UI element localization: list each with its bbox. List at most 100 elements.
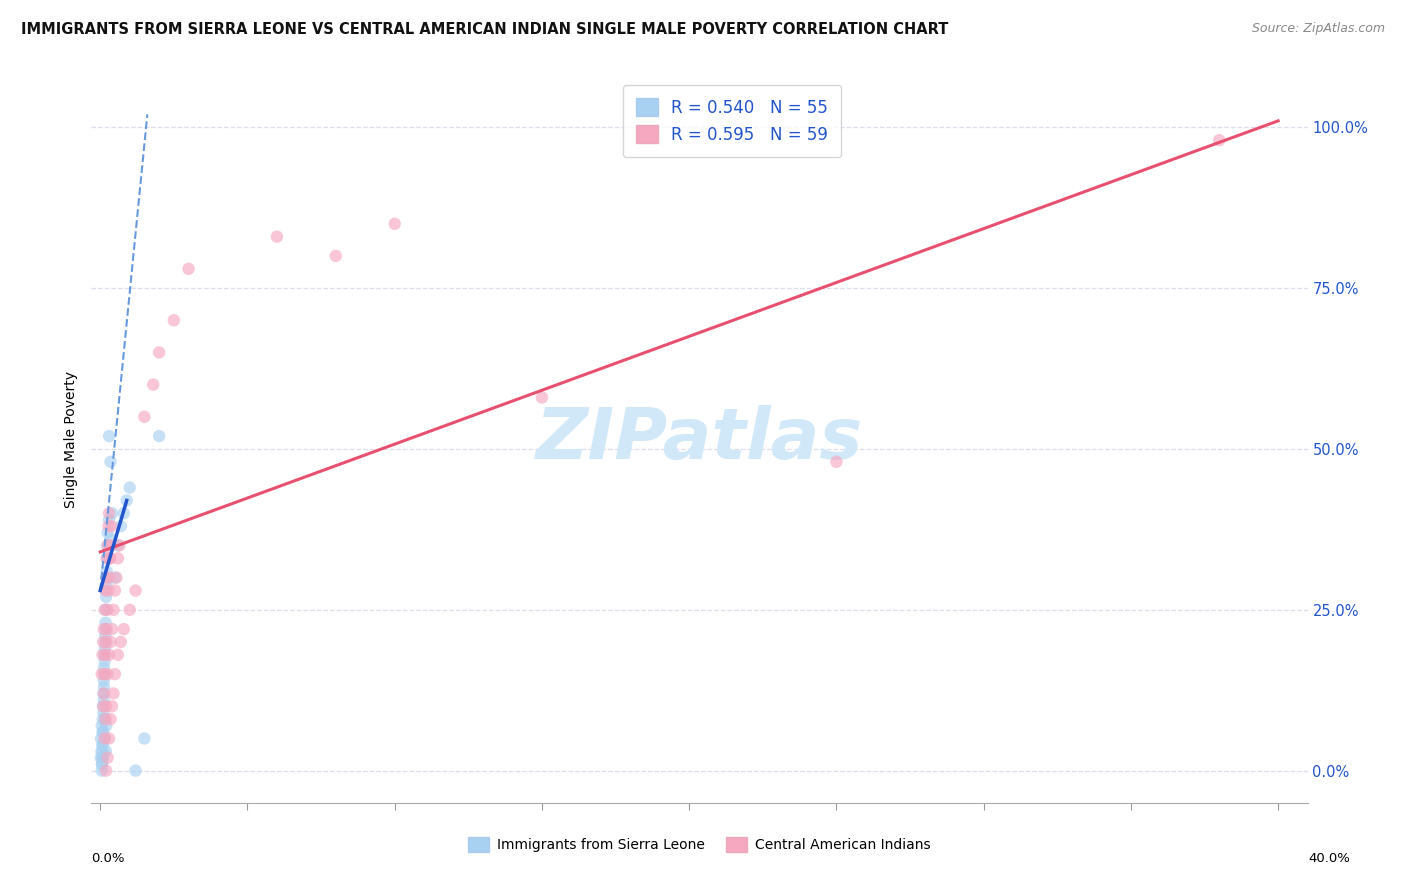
Point	[94, 622, 117, 636]
Point	[93, 654, 115, 668]
Point	[93, 661, 115, 675]
Point	[91, 738, 114, 752]
Point	[93, 622, 115, 636]
Point	[94, 699, 117, 714]
Point	[94, 764, 117, 778]
Point	[94, 603, 117, 617]
Point	[93, 686, 115, 700]
Point	[93, 706, 115, 720]
Point	[97, 583, 120, 598]
Point	[93, 686, 115, 700]
Point	[90, 764, 112, 778]
Point	[91, 757, 114, 772]
Point	[94, 712, 117, 726]
Point	[177, 261, 200, 276]
Point	[98, 429, 121, 443]
Point	[96, 551, 118, 566]
Point	[91, 699, 114, 714]
Point	[124, 764, 146, 778]
Point	[107, 648, 129, 662]
Point	[97, 751, 120, 765]
Y-axis label: Single Male Poverty: Single Male Poverty	[65, 371, 79, 508]
Point	[105, 571, 128, 585]
Point	[91, 699, 114, 714]
Point	[91, 751, 114, 765]
Point	[104, 667, 127, 681]
Point	[90, 718, 112, 732]
Point	[1208, 133, 1230, 147]
Point	[142, 377, 165, 392]
Point	[90, 667, 112, 681]
Point	[94, 635, 117, 649]
Point	[97, 539, 120, 553]
Point	[94, 712, 117, 726]
Point	[91, 712, 114, 726]
Point	[100, 455, 122, 469]
Point	[94, 641, 117, 656]
Legend: Immigrants from Sierra Leone, Central American Indians: Immigrants from Sierra Leone, Central Am…	[463, 831, 936, 857]
Point	[134, 409, 156, 424]
Point	[98, 551, 121, 566]
Point	[98, 513, 121, 527]
Point	[91, 725, 114, 739]
Point	[97, 603, 120, 617]
Point	[93, 680, 115, 694]
Point	[93, 731, 115, 746]
Point	[91, 648, 114, 662]
Point	[96, 551, 118, 566]
Point	[91, 744, 114, 758]
Point	[98, 571, 121, 585]
Point	[163, 313, 186, 327]
Point	[134, 731, 156, 746]
Point	[118, 603, 141, 617]
Point	[384, 217, 406, 231]
Point	[110, 519, 132, 533]
Point	[97, 525, 120, 540]
Point	[90, 744, 112, 758]
Point	[94, 615, 117, 630]
Point	[93, 603, 115, 617]
Point	[124, 583, 146, 598]
Point	[325, 249, 347, 263]
Point	[115, 493, 138, 508]
Point	[93, 648, 115, 662]
Point	[100, 635, 122, 649]
Point	[91, 635, 114, 649]
Point	[108, 539, 131, 553]
Point	[91, 751, 114, 765]
Point	[104, 571, 127, 585]
Point	[103, 603, 125, 617]
Point	[825, 455, 848, 469]
Point	[107, 539, 129, 553]
Text: ZIPatlas: ZIPatlas	[536, 405, 863, 474]
Point	[93, 667, 115, 681]
Point	[94, 718, 117, 732]
Point	[94, 635, 117, 649]
Point	[96, 577, 118, 591]
Point	[103, 686, 125, 700]
Point	[94, 628, 117, 642]
Point	[118, 481, 141, 495]
Point	[96, 622, 118, 636]
Point	[94, 583, 117, 598]
Point	[93, 693, 115, 707]
Point	[97, 519, 120, 533]
Point	[91, 725, 114, 739]
Point	[104, 583, 127, 598]
Point	[90, 751, 112, 765]
Point	[96, 539, 118, 553]
Point	[98, 506, 121, 520]
Point	[100, 539, 122, 553]
Point	[107, 551, 129, 566]
Point	[110, 635, 132, 649]
Text: IMMIGRANTS FROM SIERRA LEONE VS CENTRAL AMERICAN INDIAN SINGLE MALE POVERTY CORR: IMMIGRANTS FROM SIERRA LEONE VS CENTRAL …	[21, 22, 949, 37]
Point	[266, 229, 288, 244]
Text: 40.0%: 40.0%	[1308, 852, 1350, 865]
Point	[90, 731, 112, 746]
Point	[100, 519, 122, 533]
Point	[530, 391, 553, 405]
Text: 0.0%: 0.0%	[91, 852, 125, 865]
Point	[93, 667, 115, 681]
Point	[93, 731, 115, 746]
Point	[101, 699, 124, 714]
